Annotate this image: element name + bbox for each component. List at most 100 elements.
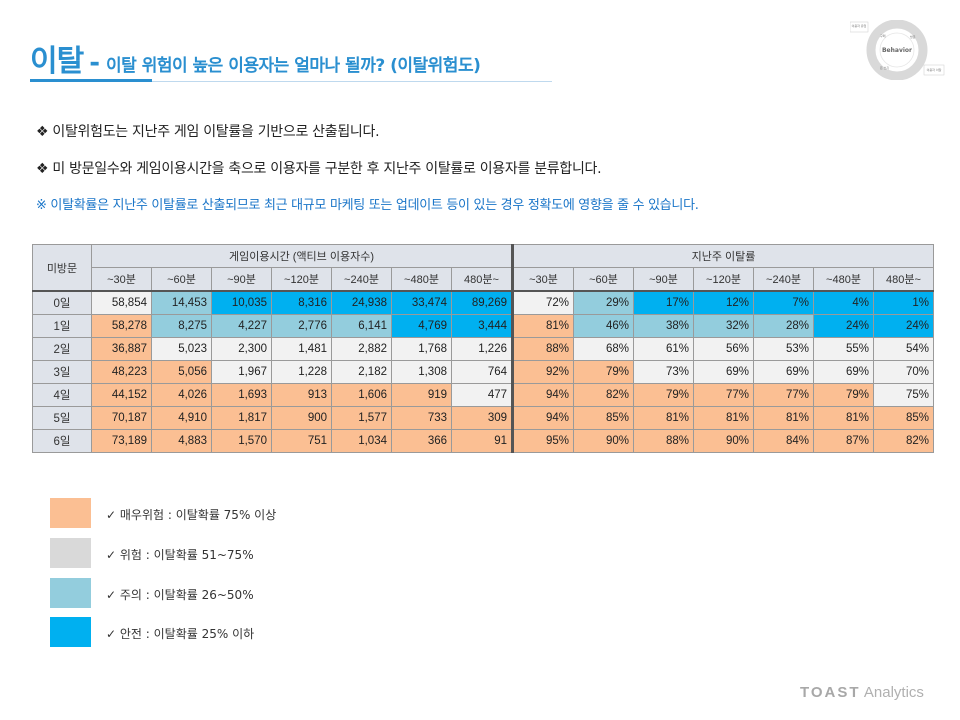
rate-cell: 72%	[512, 290, 574, 315]
rate-cell: 84%	[753, 429, 814, 453]
table-row: 4일 44,152 4,026 1,693 913 1,606 919 477 94% 82% 79…	[32, 383, 934, 407]
count-cell: 1,967	[211, 360, 272, 384]
bullet-classification: ❖ 미 방문일수와 게임이용시간을 축으로 이용자를 구분한 후 지난주 이탈률…	[36, 161, 602, 177]
rate-cell: 82%	[873, 429, 934, 453]
col-header-churn-3: ~120분	[693, 267, 754, 292]
table-row: 5일 70,187 4,910 1,817 900 1,577 733 309 94% 85% 81…	[32, 406, 934, 430]
count-cell: 4,227	[211, 314, 272, 338]
count-cell: 8,275	[151, 314, 212, 338]
row-label: 1일	[32, 314, 92, 338]
column-header-row: ~30분 ~60분 ~90분 ~120분 ~240분 ~480분 480분~ ~30분 ~60분…	[33, 267, 934, 292]
count-cell: 4,026	[151, 383, 212, 407]
table-row: 2일 36,887 5,023 2,300 1,481 2,882 1,768 1,226 88…	[32, 337, 934, 361]
rate-cell: 85%	[873, 406, 934, 430]
rate-cell: 17%	[633, 290, 694, 315]
count-cell: 1,226	[451, 337, 514, 361]
rate-cell: 94%	[512, 406, 574, 430]
col-header-usage-4: ~240분	[331, 267, 392, 292]
row-label: 5일	[32, 406, 92, 430]
title-dash: -	[89, 48, 100, 78]
col-header-churn-5: ~480분	[813, 267, 874, 292]
count-cell: 48,223	[91, 360, 152, 384]
col-header-usage-1: ~60분	[151, 267, 212, 292]
count-cell: 309	[451, 406, 514, 430]
count-cell: 477	[451, 383, 514, 407]
title-subtitle: 이탈 위험이 높은 이용자는 얼마나 될까? (이탈위험도)	[106, 56, 481, 76]
col-header-usage-0: ~30분	[91, 267, 152, 292]
page-title: 이탈 - 이탈 위험이 높은 이용자는 얼마나 될까? (이탈위험도)	[30, 36, 481, 80]
accuracy-note: ※ 이탈확률은 지난주 이탈률로 산출되므로 최근 대규모 마케팅 또는 업데이…	[36, 198, 699, 213]
behavior-cycle-icon: 이용자 유입 Behavior 구매 방문 돈 쓰기 이용자 이탈	[850, 20, 945, 80]
rate-cell: 81%	[633, 406, 694, 430]
count-cell: 366	[391, 429, 452, 453]
count-cell: 1,693	[211, 383, 272, 407]
rate-cell: 29%	[573, 290, 634, 315]
count-cell: 3,444	[451, 314, 514, 338]
rate-cell: 81%	[693, 406, 754, 430]
count-cell: 6,141	[331, 314, 392, 338]
count-cell: 5,056	[151, 360, 212, 384]
rate-cell: 69%	[813, 360, 874, 384]
rate-cell: 79%	[633, 383, 694, 407]
count-cell: 900	[271, 406, 332, 430]
rate-cell: 24%	[873, 314, 934, 338]
rate-cell: 85%	[573, 406, 634, 430]
count-cell: 36,887	[91, 337, 152, 361]
count-cell: 89,269	[451, 290, 514, 315]
rate-cell: 90%	[693, 429, 754, 453]
count-cell: 33,474	[391, 290, 452, 315]
count-cell: 24,938	[331, 290, 392, 315]
rate-cell: 88%	[512, 337, 574, 361]
rate-cell: 55%	[813, 337, 874, 361]
rate-cell: 77%	[753, 383, 814, 407]
count-cell: 1,570	[211, 429, 272, 453]
count-cell: 14,453	[151, 290, 212, 315]
rate-cell: 79%	[573, 360, 634, 384]
rate-cell: 81%	[753, 406, 814, 430]
group-header-churn: 지난주 이탈률	[512, 244, 934, 268]
col-header-usage-2: ~90분	[211, 267, 272, 292]
count-cell: 44,152	[91, 383, 152, 407]
rate-cell: 70%	[873, 360, 934, 384]
count-cell: 91	[451, 429, 514, 453]
row-label: 6일	[32, 429, 92, 453]
rate-cell: 87%	[813, 429, 874, 453]
footer-logo: TOAST Analytics	[800, 684, 924, 701]
count-cell: 1,768	[391, 337, 452, 361]
count-cell: 2,182	[331, 360, 392, 384]
table-row: 3일 48,223 5,056 1,967 1,228 2,182 1,308 764 92% 7…	[32, 360, 934, 384]
rate-cell: 68%	[573, 337, 634, 361]
rate-cell: 77%	[693, 383, 754, 407]
title-main: 이탈	[30, 44, 84, 79]
col-header-usage-6: 480분~	[451, 267, 514, 292]
badge-label-5: 이용자 이탈	[927, 67, 942, 72]
rate-cell: 32%	[693, 314, 754, 338]
count-cell: 733	[391, 406, 452, 430]
rate-cell: 90%	[573, 429, 634, 453]
rate-cell: 82%	[573, 383, 634, 407]
legend-swatch	[50, 617, 91, 647]
count-cell: 10,035	[211, 290, 272, 315]
row-header-unvisited: 미방문	[32, 244, 92, 292]
count-cell: 913	[271, 383, 332, 407]
row-label: 3일	[32, 360, 92, 384]
title-underline-thin	[152, 81, 552, 82]
count-cell: 919	[391, 383, 452, 407]
count-cell: 2,300	[211, 337, 272, 361]
count-cell: 1,034	[331, 429, 392, 453]
rate-cell: 38%	[633, 314, 694, 338]
rate-cell: 56%	[693, 337, 754, 361]
legend-label: ✓ 위험 : 이탈확률 51~75%	[106, 548, 254, 562]
badge-label-1: 이용자 유입	[852, 23, 867, 28]
count-cell: 2,882	[331, 337, 392, 361]
rate-cell: 54%	[873, 337, 934, 361]
group-header-usage: 게임이용시간 (액티브 이용자수)	[91, 244, 514, 268]
count-cell: 5,023	[151, 337, 212, 361]
rate-cell: 73%	[633, 360, 694, 384]
count-cell: 1,481	[271, 337, 332, 361]
badge-label-2: 구매	[880, 33, 886, 38]
table-row: 1일 58,278 8,275 4,227 2,776 6,141 4,769 3,444 81…	[32, 314, 934, 338]
count-cell: 2,776	[271, 314, 332, 338]
badge-center: Behavior	[882, 47, 912, 54]
col-header-churn-0: ~30분	[512, 267, 574, 292]
